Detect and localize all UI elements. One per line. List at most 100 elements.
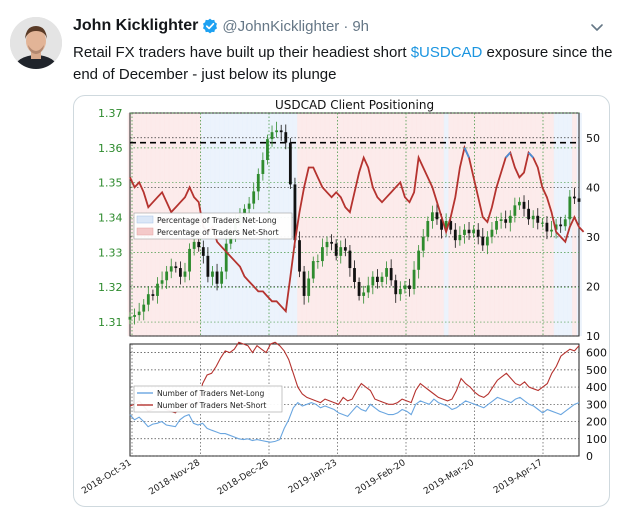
candlestick-group — [128, 121, 581, 325]
candle-body — [426, 221, 430, 237]
candle-body — [577, 198, 581, 202]
candle-body — [343, 247, 347, 251]
candle-body — [256, 173, 260, 192]
candle-body — [481, 236, 485, 246]
candle-body — [563, 219, 567, 227]
candle-body — [380, 276, 384, 282]
candle-body — [408, 285, 411, 289]
candle-body — [188, 248, 191, 272]
candle-body — [192, 241, 196, 249]
candle-body — [288, 142, 292, 185]
separator-dot: · — [343, 17, 349, 35]
author-avatar[interactable] — [10, 17, 62, 69]
candle-body — [458, 234, 462, 241]
candle-body — [321, 247, 324, 262]
shade-stripe — [329, 113, 335, 336]
candle-body — [307, 278, 311, 296]
candle-body — [252, 191, 256, 204]
candle-body — [215, 271, 219, 284]
candle-body — [133, 315, 136, 317]
candle-body — [357, 281, 361, 296]
cashtag-link[interactable]: $USDCAD — [410, 44, 483, 61]
shade-stripe — [375, 113, 381, 336]
left-axis-tick-label: 1.36 — [98, 142, 123, 155]
right-axis-tick-label: 400 — [586, 381, 607, 394]
candle-body — [550, 229, 553, 232]
right-axis-tick-label: 30 — [586, 231, 600, 244]
candle-body — [206, 255, 210, 277]
candle-body — [261, 160, 265, 174]
x-tick-label: 2018-Oct-31 — [80, 458, 133, 497]
right-axis-tick-label: 50 — [586, 132, 600, 145]
right-axis-tick-label: 10 — [586, 330, 600, 343]
tweet-text: Retail FX traders have built up their he… — [73, 42, 613, 86]
candle-body — [165, 271, 169, 281]
left-axis-tick-label: 1.37 — [98, 107, 123, 120]
right-axis-tick-label: 20 — [586, 280, 600, 293]
legend-label: Number of Traders Net-Short — [157, 401, 266, 410]
candle-body — [128, 316, 132, 320]
right-axis-tick-label: 0 — [586, 450, 593, 463]
shade-stripe — [297, 113, 303, 336]
candle-body — [559, 224, 563, 227]
candle-body — [243, 208, 246, 216]
candle-body — [513, 205, 517, 216]
candle-body — [394, 280, 398, 295]
verified-badge-icon — [202, 18, 218, 34]
shade-stripe — [361, 113, 367, 336]
candle-body — [339, 247, 343, 256]
shade-stripe — [420, 113, 427, 336]
candle-body — [316, 261, 320, 263]
candle-body — [371, 276, 375, 286]
candle-body — [472, 229, 476, 234]
candle-body — [440, 219, 443, 230]
candle-body — [518, 201, 521, 206]
candle-body — [284, 132, 288, 143]
candle-body — [151, 294, 155, 296]
candle-body — [527, 208, 531, 220]
legend-label: Number of Traders Net-Long — [157, 389, 265, 398]
left-axis-tick-label: 1.32 — [98, 281, 123, 294]
shade-stripe — [402, 113, 408, 336]
candle-body — [334, 243, 338, 256]
candle-body — [403, 285, 407, 289]
x-tick-label: 2019-Apr-17 — [492, 458, 544, 496]
candle-body — [270, 132, 274, 140]
left-axis-tick-label: 1.33 — [98, 246, 123, 259]
tweet-media-chart[interactable]: USDCAD Client Positioning 2018-Oct-31 2018… — [73, 95, 610, 507]
candle-body — [376, 276, 379, 282]
author-handle[interactable]: @JohnKicklighter — [222, 17, 340, 35]
right-axis-tick-label: 100 — [586, 433, 607, 446]
author-name[interactable]: John Kicklighter — [73, 17, 199, 34]
tweet-timestamp[interactable]: 9h — [352, 17, 369, 35]
shade-stripe — [512, 113, 518, 336]
shade-stripe — [338, 113, 344, 336]
chevron-down-icon[interactable] — [588, 21, 606, 35]
candle-body — [266, 139, 269, 161]
candle-body — [573, 196, 576, 199]
tweet-text-part: Retail FX traders have built up their he… — [73, 44, 411, 61]
shade-stripe — [517, 113, 523, 336]
net-long-percentage-segment — [505, 152, 511, 159]
net-long-percentage-segment — [463, 147, 470, 158]
candle-body — [183, 271, 187, 277]
candle-body — [449, 221, 453, 230]
shade-stripe — [521, 113, 527, 336]
net-long-percentage-segment — [527, 152, 534, 159]
net-long-count-line — [129, 396, 580, 443]
right-axis-tick-label: 300 — [586, 398, 607, 411]
candle-body — [568, 196, 572, 220]
left-axis-tick-label: 1.31 — [98, 316, 123, 329]
x-tick-label: 2019-Feb-20 — [354, 458, 408, 497]
candle-body — [485, 236, 489, 246]
x-tick-label: 2018-Nov-28 — [147, 458, 202, 497]
chart-title: USDCAD Client Positioning — [275, 98, 434, 112]
shade-stripe — [407, 113, 413, 336]
shade-stripe — [388, 113, 395, 336]
candle-body — [366, 285, 370, 293]
shade-stripe — [572, 113, 578, 336]
candle-body — [435, 212, 439, 220]
candle-body — [504, 219, 508, 223]
shade-stripe — [324, 113, 330, 336]
candle-body — [412, 269, 416, 289]
